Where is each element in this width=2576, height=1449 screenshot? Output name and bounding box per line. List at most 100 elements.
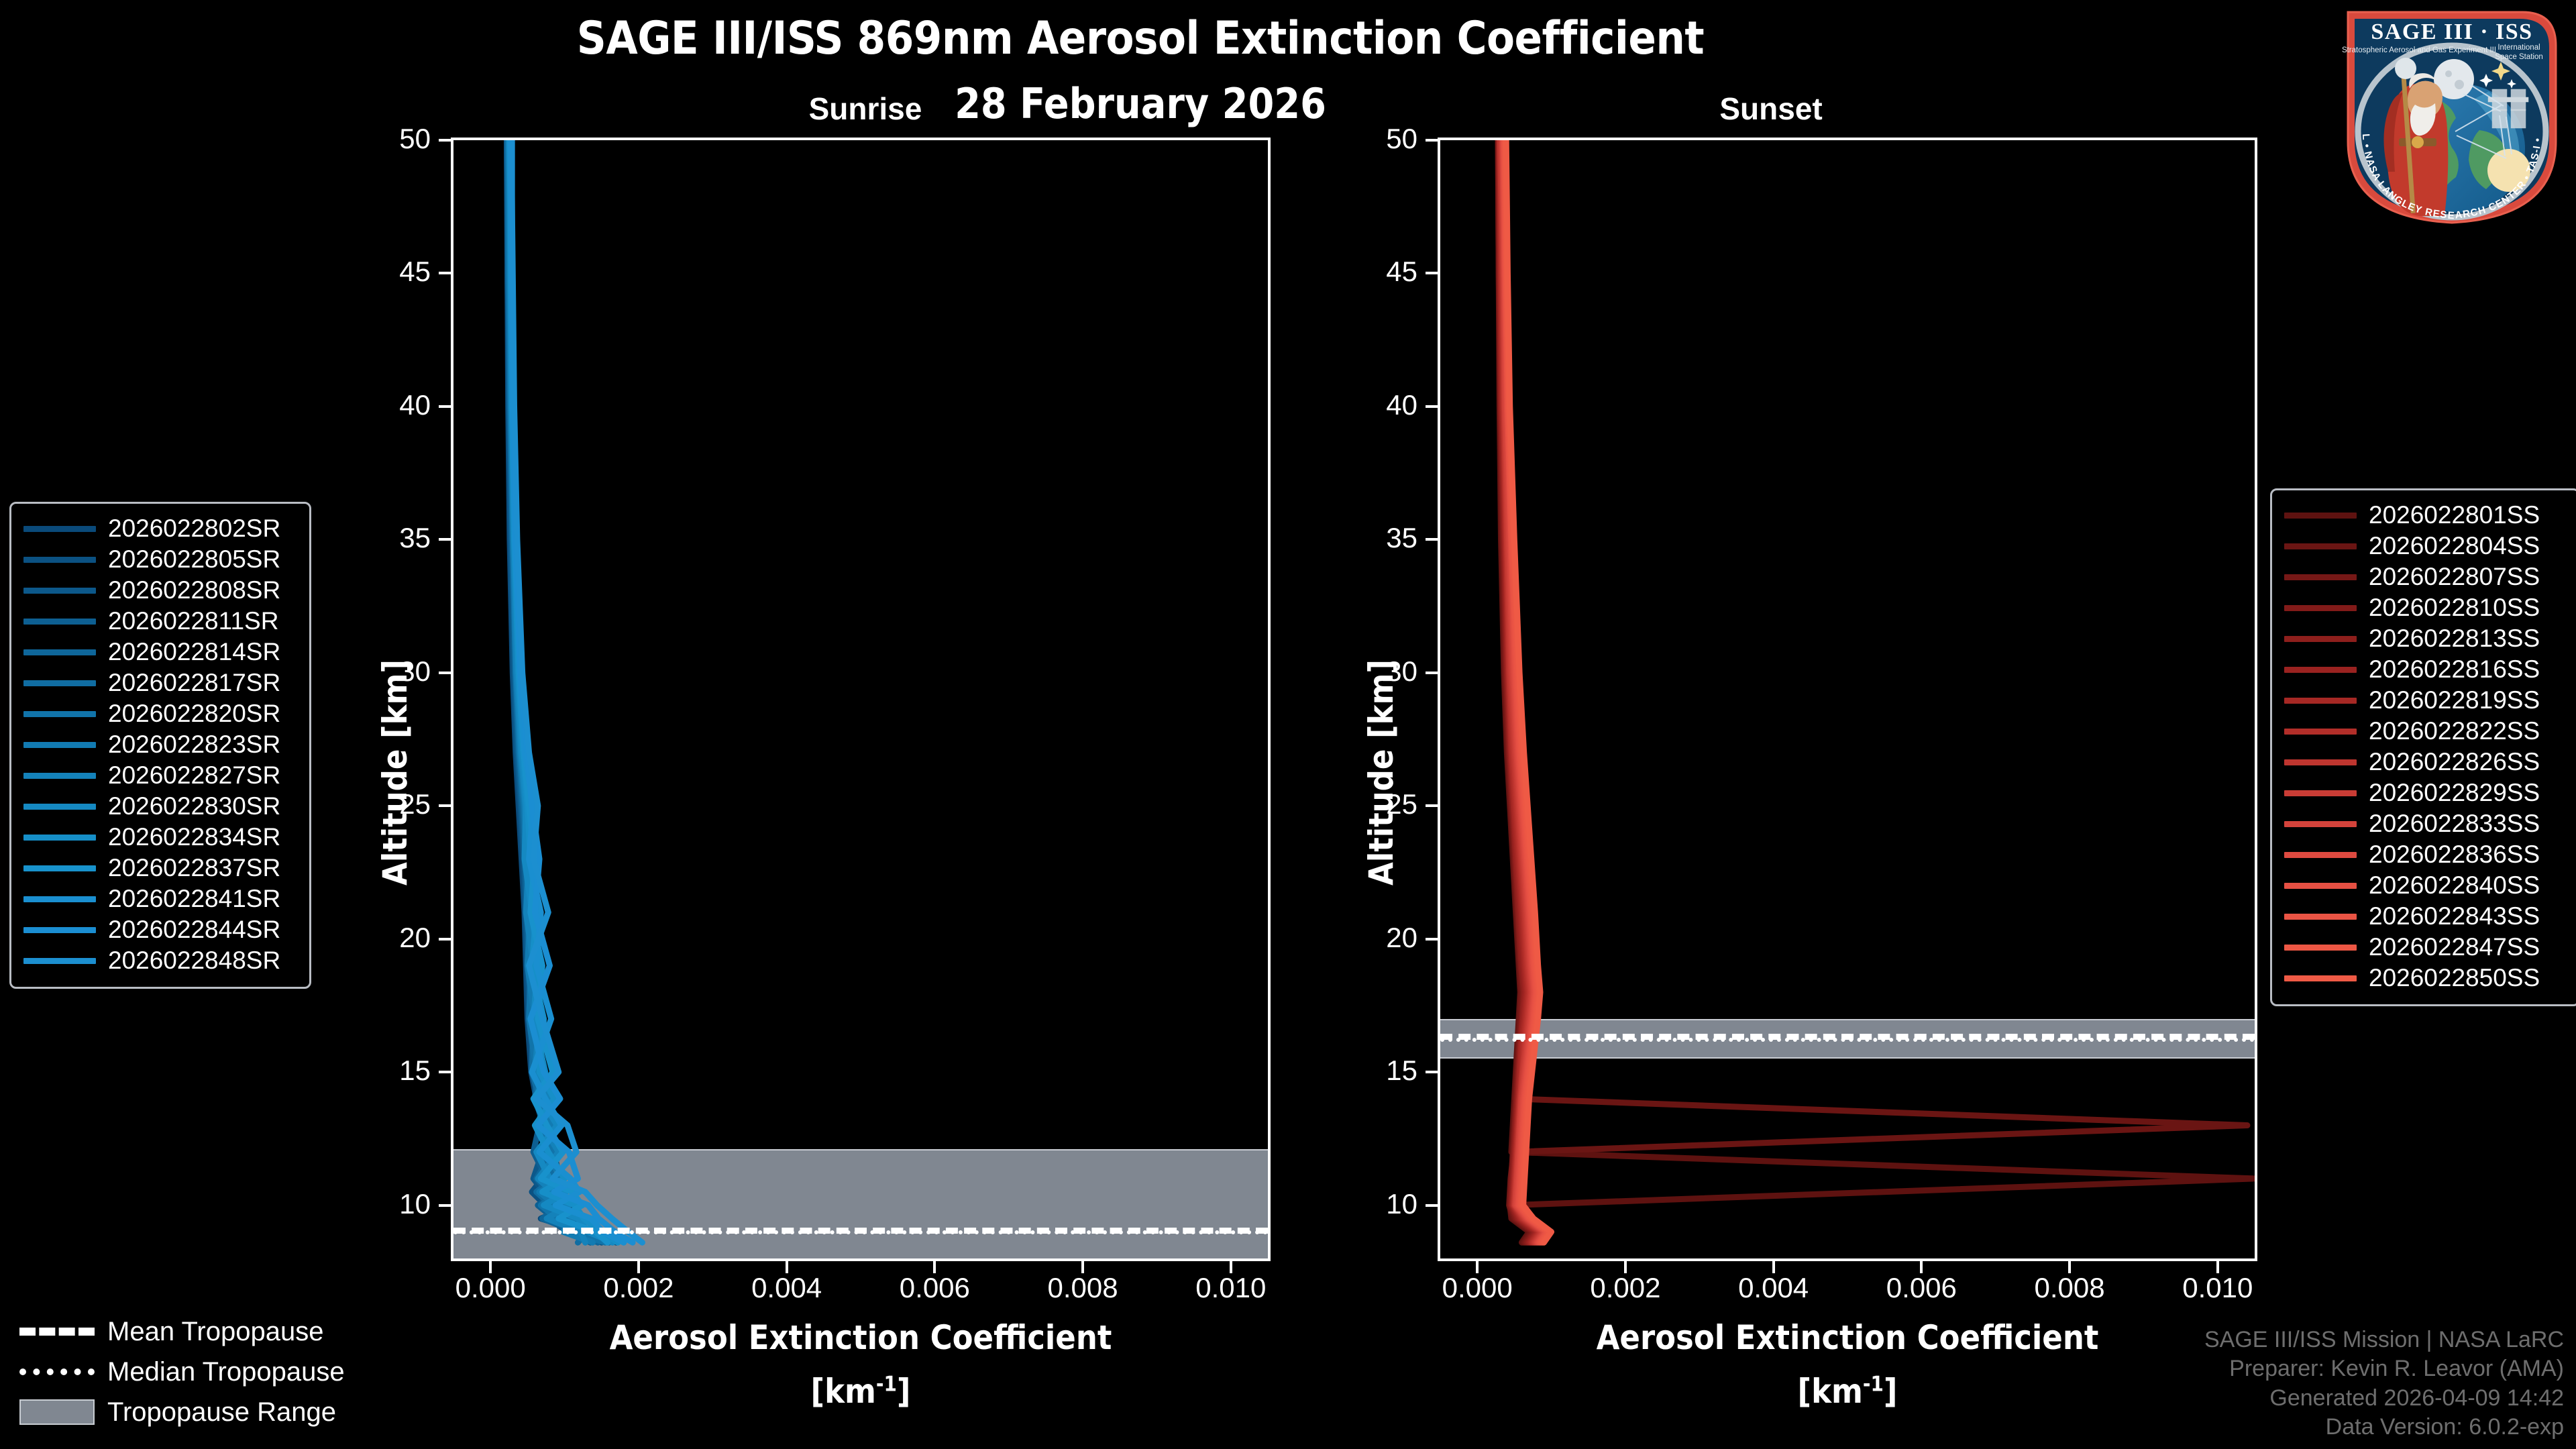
legend-item[interactable]: 2026022826SS	[2284, 747, 2566, 777]
legend-item[interactable]: 2026022801SS	[2284, 500, 2566, 531]
y-tick-label: 30	[399, 655, 431, 687]
legend-color-swatch	[23, 926, 96, 933]
series-line	[507, 140, 627, 1246]
legend-item[interactable]: 2026022836SS	[2284, 839, 2566, 870]
legend-item-label: 2026022841SR	[108, 885, 281, 912]
legend-item-label: 2026022805SR	[108, 545, 281, 573]
x-tick-mark	[2068, 1261, 2072, 1273]
legend-item-label: 2026022833SS	[2369, 810, 2540, 837]
legend-item[interactable]: 2026022833SS	[2284, 808, 2566, 839]
profile-curves	[1495, 140, 2255, 1246]
y-tick-mark	[439, 937, 451, 941]
x-tick-label: 0.010	[2182, 1272, 2253, 1303]
legend-item[interactable]: 2026022805SR	[23, 544, 297, 575]
legend-item[interactable]: 2026022844SR	[23, 914, 297, 945]
legend-color-swatch	[2284, 759, 2357, 765]
legend-item-label: 2026022813SS	[2369, 625, 2540, 652]
series-line	[508, 140, 645, 1246]
legend-item[interactable]: 2026022827SR	[23, 760, 297, 791]
y-tick-mark	[439, 671, 451, 674]
legend-item[interactable]: 2026022823SR	[23, 729, 297, 760]
legend-item-label: 2026022816SS	[2369, 655, 2540, 683]
legend-item-label: 2026022850SS	[2369, 964, 2540, 991]
sunrise-series-legend[interactable]: 2026022802SR 2026022805SR 2026022808SR 2026…	[9, 502, 311, 989]
legend-color-swatch	[2284, 728, 2357, 735]
median-tropopause-line	[453, 1230, 1268, 1235]
y-tick-label: 45	[399, 256, 431, 288]
legend-color-swatch	[2284, 604, 2357, 611]
legend-item[interactable]: 2026022829SS	[2284, 777, 2566, 808]
legend-color-swatch	[23, 710, 96, 717]
legend-color-swatch	[2284, 790, 2357, 796]
legend-item[interactable]: 2026022819SS	[2284, 685, 2566, 716]
legend-item-label: 2026022829SS	[2369, 779, 2540, 806]
legend-item-label: 2026022823SR	[108, 731, 281, 758]
legend-item[interactable]: 2026022804SS	[2284, 531, 2566, 561]
legend-color-swatch	[2284, 635, 2357, 642]
x-tick-mark	[1772, 1261, 1775, 1273]
legend-color-swatch	[23, 525, 96, 532]
legend-item[interactable]: 2026022810SS	[2284, 592, 2566, 623]
left-x-axis-units: [km-1]	[810, 1372, 911, 1411]
patch-subtitle-right-2: Space Station	[2495, 53, 2543, 61]
legend-color-swatch	[2284, 666, 2357, 673]
legend-item[interactable]: 2026022822SS	[2284, 716, 2566, 747]
legend-item-label: 2026022834SR	[108, 823, 281, 851]
x-tick-label: 0.008	[1047, 1272, 1118, 1303]
x-tick-label: 0.000	[455, 1272, 526, 1303]
legend-item[interactable]: 2026022847SS	[2284, 932, 2566, 963]
legend-item[interactable]: 2026022817SR	[23, 667, 297, 698]
tropopause-mean-label: Mean Tropopause	[107, 1316, 324, 1346]
legend-item[interactable]: 2026022820SR	[23, 698, 297, 729]
legend-item[interactable]: 2026022811SR	[23, 606, 297, 637]
legend-item[interactable]: 2026022808SR	[23, 575, 297, 606]
legend-item[interactable]: 2026022816SS	[2284, 654, 2566, 685]
legend-item-label: 2026022822SS	[2369, 717, 2540, 745]
series-line	[1495, 140, 2255, 1246]
legend-color-swatch	[23, 618, 96, 625]
left-y-axis-title: Altitude [km]	[376, 659, 415, 885]
x-tick-mark	[1229, 1261, 1232, 1273]
left-x-axis-title: Aerosol Extinction Coefficient	[609, 1318, 1112, 1357]
sunrise-panel-header: Sunrise	[808, 91, 922, 126]
legend-item[interactable]: 2026022841SR	[23, 883, 297, 914]
y-tick-label: 35	[1386, 522, 1417, 554]
y-tick-label: 50	[1386, 123, 1417, 154]
sunset-series-legend[interactable]: 2026022801SS 2026022804SS 2026022807SS 2026…	[2270, 488, 2576, 1006]
y-tick-label: 10	[399, 1187, 431, 1220]
legend-item[interactable]: 2026022802SR	[23, 513, 297, 544]
y-tick-label: 45	[1386, 256, 1417, 288]
x-tick-mark	[637, 1261, 640, 1273]
legend-item-label: 2026022843SS	[2369, 902, 2540, 930]
y-tick-mark	[439, 405, 451, 408]
page-title: SAGE III/ISS 869nm Aerosol Extinction Co…	[576, 12, 1705, 65]
y-tick-label: 15	[1386, 1055, 1417, 1087]
legend-item-label: 2026022837SR	[108, 854, 281, 881]
legend-item[interactable]: 2026022834SR	[23, 822, 297, 853]
legend-item[interactable]: 2026022848SR	[23, 945, 297, 976]
series-line	[1503, 140, 1555, 1246]
y-tick-label: 40	[1386, 388, 1417, 421]
legend-color-swatch	[2284, 975, 2357, 981]
x-tick-mark	[1920, 1261, 1923, 1273]
legend-item[interactable]: 2026022807SS	[2284, 561, 2566, 592]
x-tick-label: 0.010	[1195, 1272, 1267, 1303]
legend-item-label: 2026022807SS	[2369, 563, 2540, 590]
y-tick-mark	[439, 804, 451, 808]
y-tick-label: 30	[1386, 655, 1417, 687]
legend-item[interactable]: 2026022830SR	[23, 791, 297, 822]
legend-item[interactable]: 2026022814SR	[23, 637, 297, 667]
legend-item[interactable]: 2026022813SS	[2284, 623, 2566, 654]
legend-item[interactable]: 2026022850SS	[2284, 963, 2566, 994]
y-tick-label: 35	[399, 522, 431, 554]
legend-color-swatch	[2284, 913, 2357, 920]
legend-item[interactable]: 2026022843SS	[2284, 901, 2566, 932]
legend-color-swatch	[2284, 697, 2357, 704]
legend-item-label: 2026022848SR	[108, 947, 281, 974]
legend-item[interactable]: 2026022840SS	[2284, 870, 2566, 901]
y-tick-mark	[1426, 538, 1438, 541]
legend-item-label: 2026022808SR	[108, 576, 281, 604]
legend-item[interactable]: 2026022837SR	[23, 853, 297, 883]
legend-color-swatch	[23, 556, 96, 563]
legend-item-label: 2026022844SR	[108, 916, 281, 943]
